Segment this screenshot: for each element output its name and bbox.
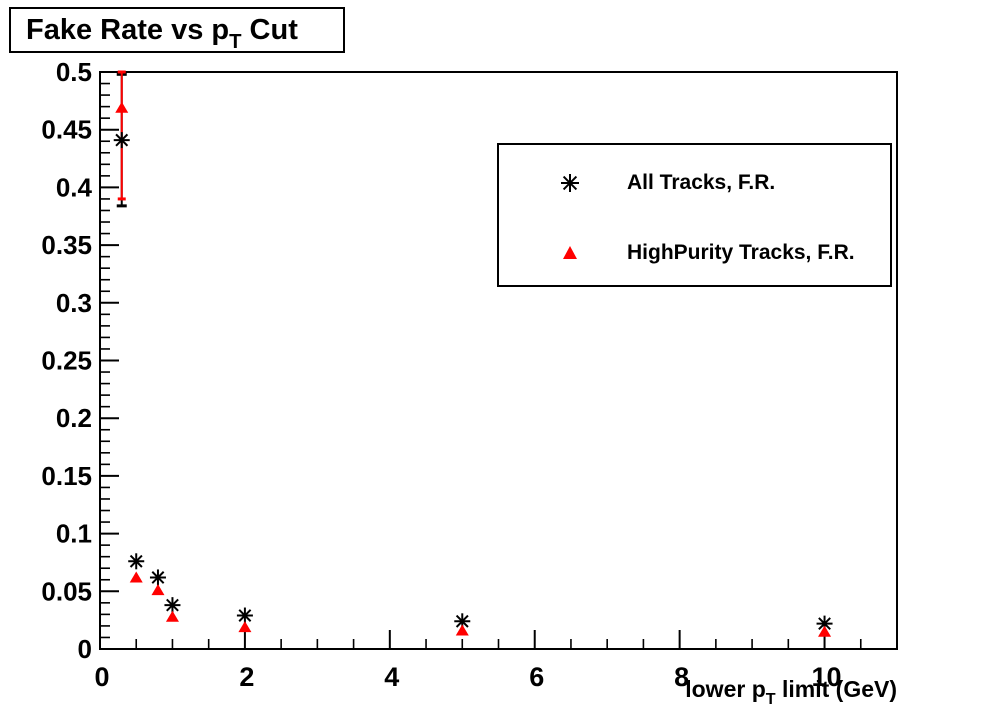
data-point-triangle — [129, 571, 143, 583]
data-point-asterisk — [164, 597, 181, 614]
x-tick-label: 8 — [674, 662, 689, 692]
x-tick-label: 10 — [812, 662, 842, 692]
x-tick-label: 4 — [384, 662, 399, 692]
triangle-marker-icon — [550, 231, 590, 275]
data-point-asterisk — [816, 615, 833, 632]
data-point-asterisk — [113, 132, 130, 149]
x-tick-label: 6 — [529, 662, 544, 692]
asterisk-line — [818, 617, 831, 631]
legend-label-all-tracks: All Tracks, F.R. — [627, 171, 776, 194]
plot-title-subscript: T — [229, 31, 242, 54]
plot-title-box: Fake Rate vs pT Cut — [9, 7, 345, 53]
data-point-triangle — [165, 610, 179, 622]
asterisk-line — [115, 133, 129, 147]
asterisk-line — [129, 554, 143, 568]
asterisk-line — [455, 614, 469, 628]
legend-entry-highpurity: HighPurity Tracks, F.R. — [499, 231, 890, 275]
legend-entry-all-tracks: All Tracks, F.R. — [499, 161, 890, 205]
data-point-asterisk — [236, 607, 253, 624]
legend-label-highpurity: HighPurity Tracks, F.R. — [627, 241, 855, 264]
data-point-triangle — [455, 624, 469, 636]
x-axis-title-subscript: T — [765, 690, 776, 709]
y-tick-label: 0.15 — [41, 461, 92, 491]
plot-title-text-post: Cut — [241, 14, 298, 46]
data-point-asterisk — [149, 569, 166, 586]
y-tick-label: 0.05 — [41, 576, 92, 606]
x-axis-title-text: lower p — [685, 676, 766, 702]
y-tick-label: 0.5 — [56, 57, 92, 87]
data-point-triangle — [238, 621, 252, 633]
data-point-triangle — [151, 584, 165, 596]
y-tick-label: 0.4 — [56, 172, 93, 202]
y-tick-label: 0.3 — [56, 288, 92, 318]
x-tick-label: 0 — [94, 662, 109, 692]
data-point-asterisk — [128, 553, 145, 570]
asterisk-line — [238, 609, 252, 622]
legend: All Tracks, F.R. HighPurity Tracks, F.R. — [497, 143, 892, 287]
x-axis-title: lower pT limit (GeV) — [560, 676, 897, 708]
asterisk-line — [166, 598, 179, 612]
y-tick-label: 0.45 — [41, 115, 92, 145]
asterisk-line — [151, 571, 165, 584]
x-axis-title-text-post: limit (GeV) — [775, 676, 897, 702]
plot-title-text: Fake Rate vs p — [26, 14, 230, 46]
y-tick-label: 0.1 — [56, 519, 92, 549]
y-tick-label: 0.35 — [41, 230, 92, 260]
plot-frame — [99, 71, 898, 650]
y-tick-label: 0.25 — [41, 346, 92, 376]
x-tick-label: 2 — [239, 662, 254, 692]
y-tick-label: 0 — [78, 634, 92, 664]
y-tick-label: 0.2 — [56, 403, 92, 433]
data-point-triangle — [818, 625, 832, 637]
data-point-triangle — [115, 101, 129, 113]
asterisk-marker-icon — [550, 161, 590, 205]
